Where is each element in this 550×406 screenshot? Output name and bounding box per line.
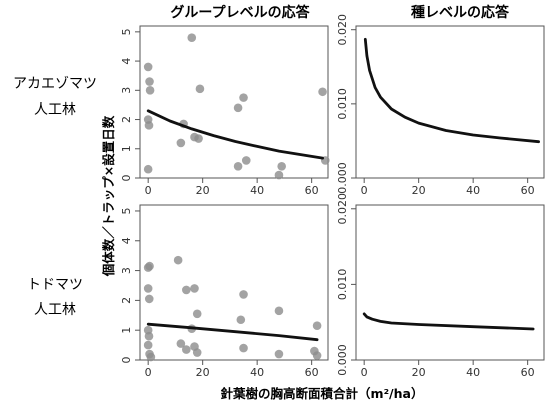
row-label-2-line2: 人工林 xyxy=(34,302,76,318)
panel-r1c1-xtick-label: 0 xyxy=(145,184,152,197)
panel-r1c1-data-point xyxy=(239,93,248,102)
panel-r2c1-data-point xyxy=(143,284,153,293)
panel-r2c1-frame xyxy=(139,204,329,361)
panel-r1c1-ytick-label: 4 xyxy=(120,58,133,65)
panel-r1c1-xtick-label: 20 xyxy=(196,184,210,197)
panel-r1c1-data-point xyxy=(176,138,186,148)
panel-r2c1-ytick-label: 1 xyxy=(120,327,133,334)
panel-r1c1-data-point xyxy=(187,33,197,42)
panel-r2c1-data-point xyxy=(239,290,248,299)
panel-r2c1-ytick-label: 0 xyxy=(120,357,133,364)
panel-r2c1-ytick-label: 4 xyxy=(120,237,133,244)
panel-r2c2: 0.000 0.010 0.020 0 20 40 60 xyxy=(336,193,545,379)
panel-r1c1-fitted-curve xyxy=(146,109,324,160)
panel-r2c1-fitted-curve xyxy=(146,322,319,342)
panel-r1c1-data-point xyxy=(195,84,205,94)
panel-r1c1-ytick-label: 3 xyxy=(120,87,133,94)
panel-r1c1-ytick-label: 2 xyxy=(120,116,133,123)
row-label-1-line2: 人工林 xyxy=(34,102,76,118)
panel-r1c2-xtick-label: 40 xyxy=(466,184,480,197)
panel-r2c1-data-point xyxy=(144,331,154,341)
panel-r1c2-xtick-label: 20 xyxy=(412,184,426,197)
panel-r2c1-data-point xyxy=(143,340,153,350)
panel-r1c1-xtick-label: 60 xyxy=(305,184,319,197)
panel-r2c2-xtick-label: 0 xyxy=(361,366,368,379)
panel-r2c1-xtick-label: 60 xyxy=(305,366,319,379)
panel-r2c1-data-point xyxy=(182,285,191,295)
panel-r1c2-fitted-curve xyxy=(363,37,540,144)
panel-r1c1-data-point xyxy=(143,62,153,72)
panel-r1c2-ytick-label: 0.010 xyxy=(336,88,349,120)
panel-r2c1-xtick-label: 40 xyxy=(250,366,264,379)
panel-r2c2-ytick-label: 0.010 xyxy=(336,269,349,301)
panel-r2c2-ytick-label: 0.020 xyxy=(336,193,349,225)
panel-r1c1-data-point xyxy=(143,164,153,174)
panel-r1c1-data-point xyxy=(277,162,286,171)
panel-r2c1-ytick-label: 3 xyxy=(120,267,133,274)
panel-r1c2-ytick-label: 0.000 xyxy=(336,162,349,194)
panel-r2c1-data-point xyxy=(173,255,183,265)
row-label-1-line1: アカエゾマツ xyxy=(13,76,97,92)
panel-r2c2-xtick-label: 40 xyxy=(466,366,480,379)
panel-r2c2-xtick-label: 20 xyxy=(412,366,426,379)
panel-r1c2-frame xyxy=(355,25,545,179)
panel-r2c1-data-point xyxy=(239,343,248,353)
panel-r1c1-ytick-label: 1 xyxy=(120,145,133,152)
panel-r1c1-frame xyxy=(139,25,329,179)
column-title-group: グループレベルの応答 xyxy=(170,4,310,21)
panel-r2c1-data-point xyxy=(145,261,154,271)
panel-r1c1-data-point xyxy=(145,77,154,86)
panel-r2c1-data-point xyxy=(274,306,284,316)
panel-r2c1-xtick-label: 0 xyxy=(145,366,152,379)
column-title-species: 種レベルの応答 xyxy=(411,4,510,21)
panel-r1c1: 0 1 2 3 4 5 0 20 40 60 xyxy=(120,25,330,197)
panel-r1c1-data-point xyxy=(194,134,203,143)
panel-r2c1-ytick-label: 5 xyxy=(120,207,133,214)
panel-r1c1-data-point xyxy=(233,103,243,113)
panel-r2c2-xtick-label: 60 xyxy=(521,366,535,379)
panel-r1c2: 0.000 0.010 0.020 0 20 40 60 xyxy=(336,14,545,197)
panel-r2c1-data-point xyxy=(274,349,284,359)
panel-r2c1-data-point xyxy=(236,315,246,325)
panel-r2c1-xtick-label: 20 xyxy=(196,366,210,379)
panel-r1c2-xtick-label: 0 xyxy=(361,184,368,197)
row-label-2-line1: トドマツ xyxy=(27,277,83,293)
panel-r1c1-data-point xyxy=(274,170,284,180)
panel-r2c2-frame xyxy=(355,204,545,361)
panel-r1c1-data-point xyxy=(318,87,327,97)
panel-r2c2-fitted-curve xyxy=(362,312,535,331)
panel-r2c1-data-point xyxy=(144,294,154,304)
panel-r2c1-data-point xyxy=(312,321,322,331)
panel-r2c1-data-point xyxy=(192,309,202,319)
panel-r1c1-data-point xyxy=(241,156,251,165)
panel-r2c1-data-point xyxy=(190,284,199,293)
panel-r2c1-data-point xyxy=(176,339,186,348)
panel-r1c1-data-point xyxy=(233,162,243,171)
panel-r2c1: 0 1 2 3 4 5 0 20 40 60 xyxy=(120,204,329,379)
y-axis-label: 個体数／トラップ×設置日数 xyxy=(101,115,116,277)
panel-r2c1-data-point xyxy=(192,348,202,357)
panel-r1c2-xtick-label: 60 xyxy=(521,184,535,197)
panel-r1c1-ytick-label: 5 xyxy=(120,28,133,35)
panel-r1c1-ytick-label: 0 xyxy=(120,175,133,182)
x-axis-label: 針葉樹の胸高断面積合計（m²/ha） xyxy=(221,386,424,401)
panel-r2c1-data-point xyxy=(182,345,191,354)
panel-r2c2-ytick-label: 0.000 xyxy=(336,344,349,376)
panel-r1c1-data-point xyxy=(144,121,154,130)
panel-r2c1-data-point xyxy=(146,352,156,362)
panel-r1c2-ytick-label: 0.020 xyxy=(336,14,349,46)
panel-r2c1-ytick-label: 2 xyxy=(120,297,133,304)
panel-r1c1-xtick-label: 40 xyxy=(250,184,264,197)
panel-r2c1-data-point xyxy=(312,351,322,360)
panel-r1c1-data-point xyxy=(145,86,155,95)
